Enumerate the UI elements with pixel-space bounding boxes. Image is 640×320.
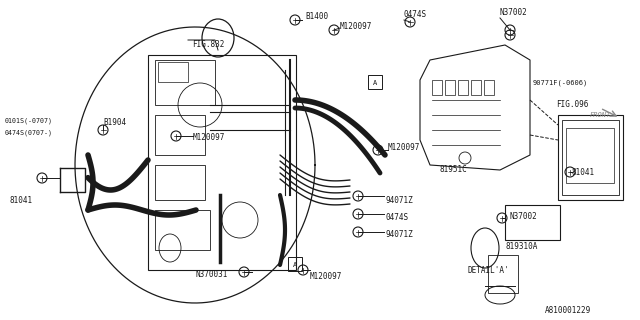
Text: 81041: 81041	[10, 196, 33, 205]
Bar	[155, 165, 205, 200]
Bar	[155, 210, 210, 250]
Text: 94071Z: 94071Z	[385, 196, 413, 205]
Text: A: A	[293, 262, 297, 268]
Text: M120097: M120097	[310, 272, 342, 281]
Text: FIG.832: FIG.832	[192, 40, 225, 49]
Text: M120097: M120097	[340, 22, 372, 31]
Text: A: A	[373, 80, 377, 86]
Text: 81041: 81041	[572, 168, 595, 177]
Bar	[471, 80, 481, 95]
Text: 0474S: 0474S	[385, 213, 408, 222]
Text: A810001229: A810001229	[545, 306, 591, 315]
Text: N37002: N37002	[510, 212, 538, 221]
Bar	[484, 80, 494, 95]
Bar	[432, 80, 442, 95]
Text: 0474S: 0474S	[403, 10, 426, 19]
Bar	[505, 205, 560, 240]
Text: FIG.096: FIG.096	[556, 100, 588, 109]
Bar	[458, 80, 468, 95]
Text: DETAIL'A': DETAIL'A'	[468, 266, 509, 275]
Text: N37002: N37002	[500, 8, 528, 17]
Bar	[148, 55, 296, 270]
Text: 81951C: 81951C	[440, 165, 468, 174]
Bar	[158, 62, 188, 82]
Text: B1904: B1904	[103, 118, 126, 127]
Text: 0474S(0707-): 0474S(0707-)	[5, 130, 53, 137]
Text: M120097: M120097	[193, 133, 225, 142]
Bar	[155, 60, 215, 105]
Bar	[566, 128, 614, 183]
Bar	[445, 80, 455, 95]
Bar	[368, 75, 382, 89]
Text: 94071Z: 94071Z	[385, 230, 413, 239]
Bar	[155, 115, 205, 155]
Text: 0101S(-0707): 0101S(-0707)	[5, 118, 53, 124]
Text: B1400: B1400	[305, 12, 328, 21]
Text: M120097: M120097	[388, 143, 420, 152]
Text: FRONT: FRONT	[590, 112, 611, 118]
Bar	[562, 120, 619, 195]
Bar	[488, 255, 518, 293]
Text: 90771F(-0606): 90771F(-0606)	[533, 80, 588, 86]
Text: N370031: N370031	[196, 270, 228, 279]
Bar	[558, 115, 623, 200]
Text: 819310A: 819310A	[506, 242, 538, 251]
Bar	[288, 257, 302, 271]
